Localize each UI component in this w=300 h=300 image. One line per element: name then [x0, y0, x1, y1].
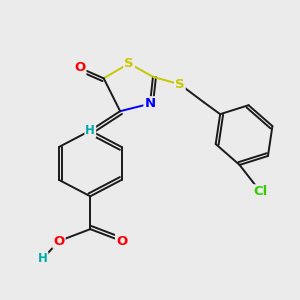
Text: H: H	[85, 124, 95, 137]
Text: Cl: Cl	[254, 185, 268, 198]
Text: O: O	[116, 235, 127, 248]
Text: O: O	[53, 235, 64, 248]
Text: H: H	[38, 253, 47, 266]
Text: S: S	[175, 78, 185, 91]
Text: O: O	[74, 61, 85, 74]
Text: S: S	[124, 57, 134, 70]
Text: N: N	[144, 97, 156, 110]
